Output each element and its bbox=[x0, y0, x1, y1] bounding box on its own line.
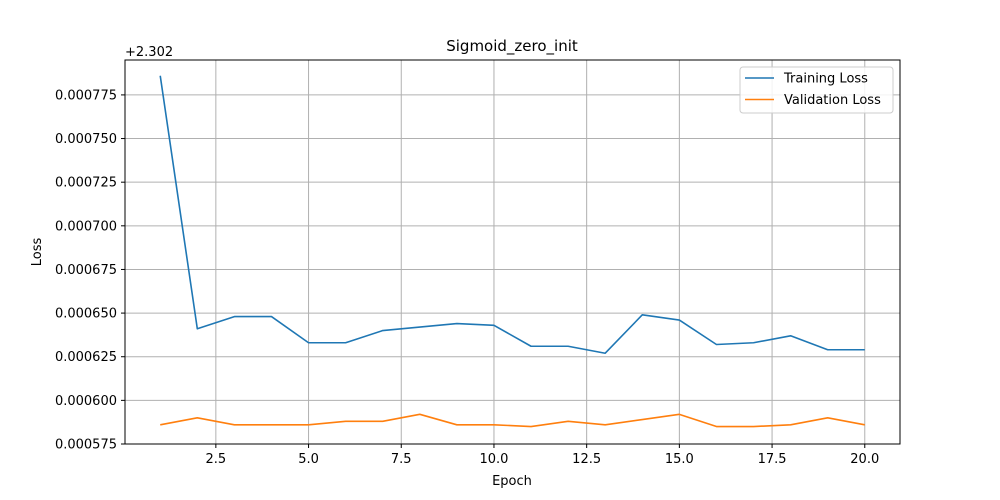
x-tick-label: 10.0 bbox=[479, 452, 508, 467]
training-loss-line bbox=[159, 75, 865, 355]
y-tick-label: 0.000775 bbox=[55, 88, 117, 103]
x-tick-label: 7.5 bbox=[391, 452, 412, 467]
y-tick-label: 0.000600 bbox=[55, 394, 117, 409]
x-tick-label: 17.5 bbox=[758, 452, 787, 467]
legend-label-training-loss: Training Loss bbox=[783, 72, 868, 87]
validation-loss-line bbox=[160, 413, 865, 428]
chart-title: Sigmoid_zero_init bbox=[446, 37, 578, 56]
x-tick-label: 12.5 bbox=[572, 452, 601, 467]
legend-label-validation-loss: Validation Loss bbox=[784, 93, 881, 108]
legend-box bbox=[739, 66, 894, 114]
y-axis-label: Loss bbox=[30, 238, 45, 267]
axis-ticks: 2.5 5.0 7.5 10.0 12.5 15.0 17.5 20.0 0.000575 0.0… bbox=[55, 88, 879, 467]
series-group bbox=[159, 75, 865, 428]
x-tick-label: 20.0 bbox=[850, 452, 879, 467]
y-axis-offset-label: +2.302 bbox=[125, 45, 173, 60]
x-axis-label: Epoch bbox=[492, 474, 532, 489]
legend: Training Loss Validation Loss bbox=[739, 66, 894, 114]
plot-frame bbox=[124, 59, 901, 445]
y-tick-label: 0.000575 bbox=[55, 438, 117, 453]
x-tick-label: 5.0 bbox=[298, 452, 319, 467]
y-tick-label: 0.000750 bbox=[55, 132, 117, 147]
x-tick-label: 15.0 bbox=[665, 452, 694, 467]
x-tick-label: 2.5 bbox=[206, 452, 227, 467]
y-tick-label: 0.000725 bbox=[55, 176, 117, 191]
y-tick-label: 0.000675 bbox=[55, 263, 117, 278]
y-tick-label: 0.000625 bbox=[55, 350, 117, 365]
y-tick-label: 0.000650 bbox=[55, 307, 117, 322]
y-tick-label: 0.000700 bbox=[55, 219, 117, 234]
